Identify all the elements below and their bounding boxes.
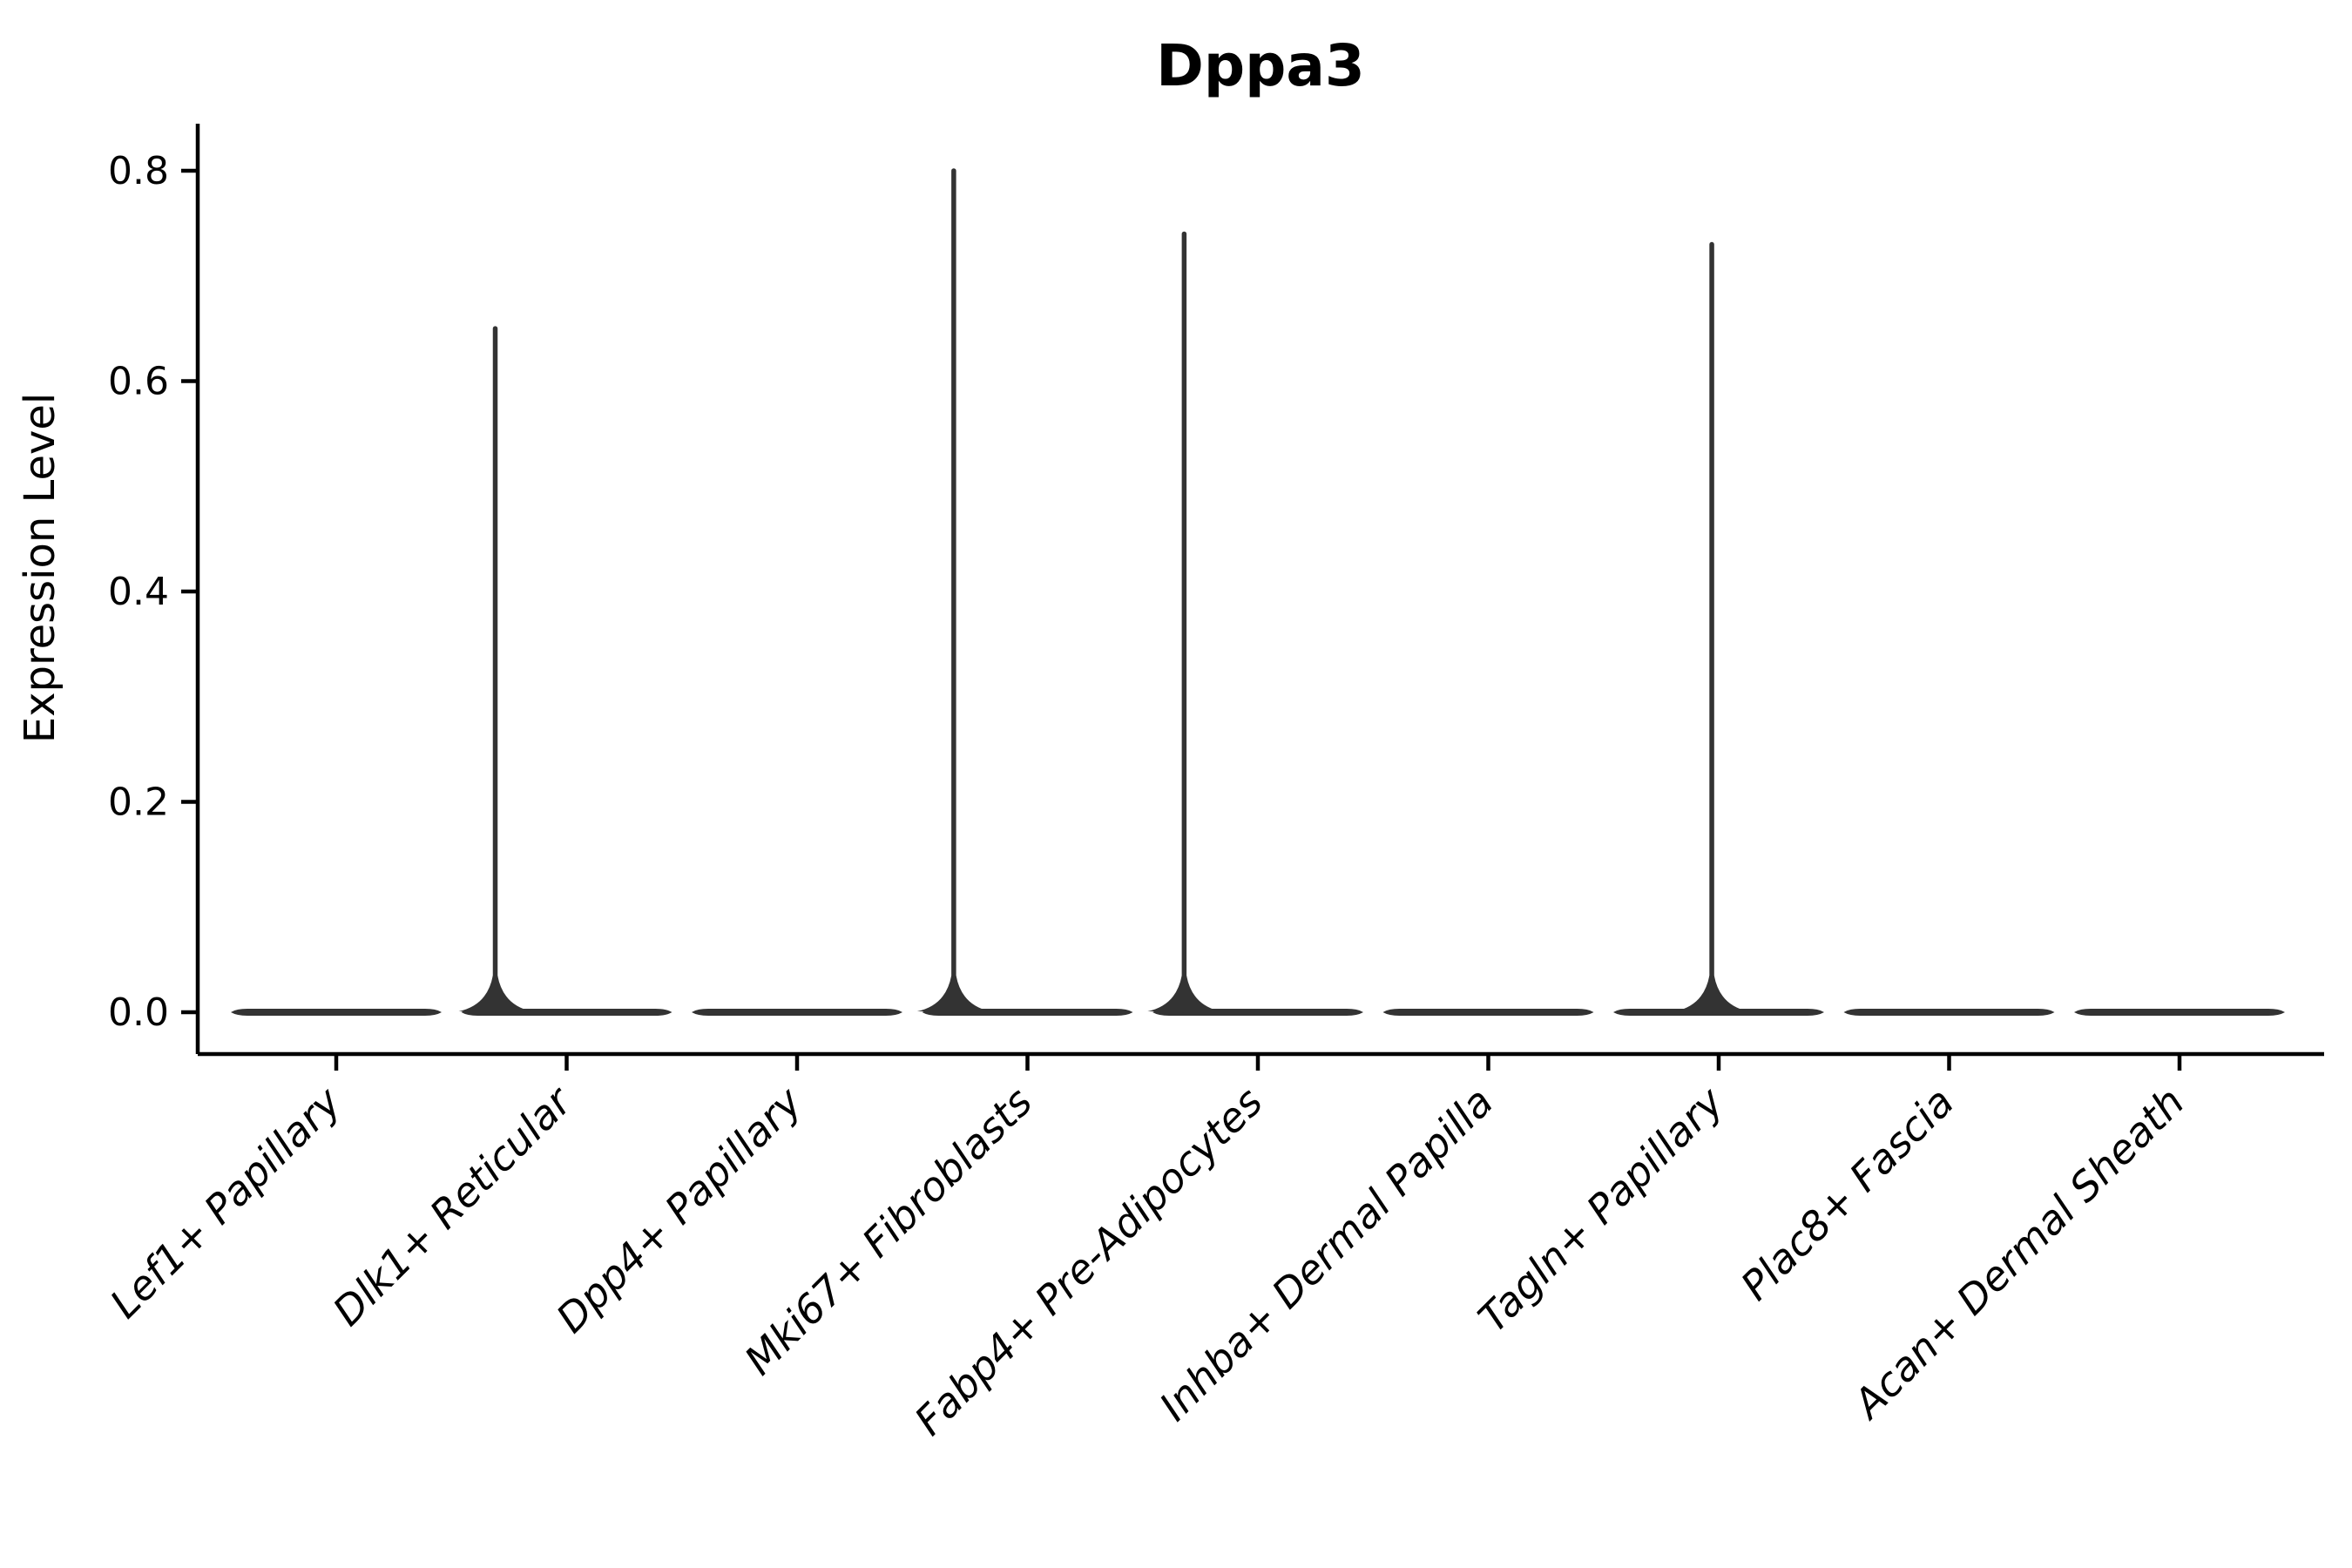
y-tick-label: 0.4: [108, 570, 169, 614]
violin: [1147, 231, 1363, 1016]
violin: [458, 326, 672, 1016]
x-tick-label: Tagln+ Papillary: [1469, 1078, 1733, 1342]
violin-tail-flare: [1675, 976, 1749, 1011]
violin-tail-flare: [458, 976, 532, 1011]
violin: [2074, 1009, 2285, 1016]
x-tick-label: Dpp4+ Papillary: [547, 1078, 811, 1342]
violin-body: [692, 1009, 902, 1016]
violin-series: [231, 168, 2285, 1016]
violin: [692, 1009, 902, 1016]
violin-tail-flare: [916, 976, 990, 1011]
violin: [1613, 241, 1824, 1016]
violin: [1382, 1009, 1594, 1016]
violin-body: [2074, 1009, 2285, 1016]
y-tick-label: 0.6: [108, 360, 169, 404]
x-tick-label: Dlk1+ Reticular: [324, 1076, 583, 1335]
violin-body: [1843, 1009, 2055, 1016]
violin: [916, 168, 1133, 1016]
violin: [231, 1009, 442, 1016]
x-tick-label: Plac8+ Fascia: [1732, 1078, 1963, 1309]
y-axis-label: Expression Level: [16, 393, 64, 744]
violin: [1843, 1009, 2055, 1016]
x-tick-label: Lef1+ Papillary: [101, 1078, 350, 1327]
violin-body: [1382, 1009, 1594, 1016]
chart-title: Dppa3: [1156, 32, 1365, 99]
y-tick-label: 0.0: [108, 990, 169, 1035]
violin-body: [231, 1009, 442, 1016]
y-tick-label: 0.8: [108, 149, 169, 193]
violin-tail-flare: [1147, 976, 1221, 1011]
y-tick-label: 0.2: [108, 781, 169, 825]
violin-body: [1613, 1009, 1824, 1016]
